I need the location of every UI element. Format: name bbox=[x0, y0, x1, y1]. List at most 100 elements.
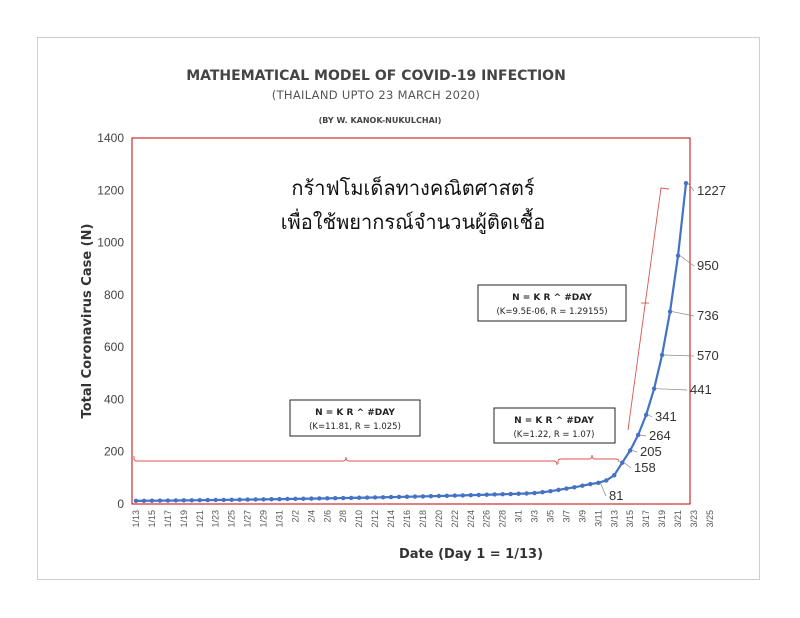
x-tick-label: 2/2 bbox=[290, 510, 300, 523]
series-line bbox=[135, 183, 688, 502]
y-tick-label: 0 bbox=[117, 497, 124, 511]
point-label: 570 bbox=[697, 348, 719, 363]
x-tick-label: 3/1 bbox=[514, 510, 524, 523]
data-point bbox=[524, 491, 529, 496]
point-label-leader bbox=[679, 255, 695, 267]
x-tick-label: 3/25 bbox=[705, 510, 715, 528]
point-label-leader bbox=[656, 388, 688, 391]
data-point bbox=[452, 493, 458, 498]
data-point bbox=[181, 498, 187, 503]
x-tick-label: 2/24 bbox=[466, 510, 476, 528]
y-tick-label: 1200 bbox=[97, 183, 124, 197]
point-label-leader bbox=[671, 311, 695, 317]
y-axis-label: Total Coronavirus Case (N) bbox=[80, 224, 95, 419]
y-axis: 0 200 400 600 800 1000 1200 1400 bbox=[97, 131, 124, 511]
x-tick-label: 3/9 bbox=[577, 510, 587, 523]
data-point bbox=[165, 498, 171, 503]
data-point bbox=[245, 497, 250, 502]
annotation-1-formula: N = K R ^ #DAY bbox=[315, 408, 395, 418]
x-tick-label: 2/26 bbox=[482, 510, 492, 528]
x-tick-label: 2/14 bbox=[386, 510, 396, 528]
x-tick-label: 1/13 bbox=[131, 510, 141, 528]
data-point bbox=[628, 448, 633, 453]
data-point bbox=[444, 493, 450, 499]
point-label: 264 bbox=[649, 428, 671, 443]
annotation-2-formula: N = K R ^ #DAY bbox=[514, 416, 594, 426]
thai-caption-line2: เพื่อใช้พยากรณ์จำนวนผู้ติดเชื้อ bbox=[281, 208, 546, 235]
data-point bbox=[667, 309, 673, 314]
data-point bbox=[675, 253, 681, 258]
data-point bbox=[221, 497, 226, 503]
annotation-2-params: (K=1.22, R = 1.07) bbox=[513, 430, 594, 440]
x-tick-label: 1/27 bbox=[243, 510, 253, 528]
data-point bbox=[651, 386, 657, 391]
data-point bbox=[436, 493, 442, 499]
data-point bbox=[683, 181, 689, 186]
y-tick-label: 800 bbox=[104, 288, 124, 302]
point-label-leader bbox=[624, 462, 632, 469]
data-point bbox=[213, 497, 218, 503]
data-point bbox=[141, 498, 147, 503]
data-point bbox=[157, 498, 163, 503]
data-point bbox=[237, 497, 242, 502]
data-point bbox=[364, 495, 370, 500]
fit-brackets bbox=[133, 187, 670, 466]
x-tick-label: 3/17 bbox=[641, 510, 651, 528]
point-label: 205 bbox=[640, 444, 662, 459]
data-point bbox=[564, 486, 569, 491]
data-point bbox=[356, 495, 362, 500]
annotation-box-1: N = K R ^ #DAY (K=11.81, R = 1.025) bbox=[289, 399, 421, 437]
point-label-leader bbox=[647, 414, 653, 418]
data-point bbox=[372, 495, 378, 500]
data-point bbox=[269, 497, 274, 502]
chart-title: MATHEMATICAL MODEL OF COVID-19 INFECTION bbox=[186, 68, 566, 84]
data-point bbox=[580, 483, 585, 488]
x-tick-label: 1/21 bbox=[195, 510, 205, 528]
x-tick-label: 2/16 bbox=[402, 510, 412, 528]
data-point bbox=[349, 495, 354, 501]
point-label-leader bbox=[632, 450, 638, 453]
data-point bbox=[492, 492, 497, 497]
bracket-range-2 bbox=[557, 454, 620, 464]
point-label: 341 bbox=[655, 409, 677, 424]
y-tick-label: 1000 bbox=[97, 236, 124, 250]
data-point bbox=[396, 494, 402, 500]
point-label-leader bbox=[640, 434, 647, 437]
x-tick-label: 1/31 bbox=[274, 510, 284, 528]
x-axis: 1/13 1/15 1/17 1/19 1/21 1/23 1/25 1/27 1/29 1/31… bbox=[131, 510, 715, 528]
x-tick-label: 2/18 bbox=[418, 510, 428, 528]
annotation-3-formula: N = K R ^ #DAY bbox=[512, 293, 592, 303]
data-point bbox=[604, 478, 609, 483]
data-point bbox=[548, 488, 553, 494]
data-point bbox=[341, 495, 346, 501]
data-point bbox=[508, 491, 513, 497]
y-tick-label: 400 bbox=[104, 392, 124, 406]
data-point bbox=[229, 497, 234, 502]
x-tick-label: 3/21 bbox=[673, 510, 683, 528]
chart-author: (BY W. KANOK-NUKULCHAI) bbox=[319, 116, 442, 125]
data-point bbox=[149, 498, 155, 503]
data-point bbox=[388, 494, 394, 500]
data-point bbox=[572, 485, 577, 490]
x-tick-label: 2/12 bbox=[370, 510, 380, 528]
x-tick-label: 2/28 bbox=[498, 510, 508, 528]
y-tick-label: 200 bbox=[104, 445, 124, 459]
annotation-box-3: N = K R ^ #DAY (K=9.5E-06, R = 1.29155) bbox=[477, 284, 627, 322]
data-point bbox=[484, 492, 489, 497]
x-axis-label: Date (Day 1 = 1/13) bbox=[399, 547, 543, 562]
data-point bbox=[659, 352, 665, 358]
x-tick-label: 3/5 bbox=[545, 510, 555, 523]
data-point bbox=[612, 473, 617, 478]
chart-subtitle: (THAILAND UPTO 23 MARCH 2020) bbox=[272, 88, 480, 102]
bracket-range-3 bbox=[627, 187, 670, 431]
data-point bbox=[253, 497, 258, 502]
point-label: 81 bbox=[609, 488, 623, 503]
data-point bbox=[325, 496, 330, 501]
data-point bbox=[532, 490, 537, 496]
x-tick-label: 1/23 bbox=[211, 510, 221, 528]
data-point bbox=[428, 494, 434, 499]
x-tick-label: 2/20 bbox=[434, 510, 444, 528]
data-point bbox=[293, 496, 298, 502]
data-point bbox=[301, 496, 306, 501]
data-point bbox=[309, 496, 314, 501]
